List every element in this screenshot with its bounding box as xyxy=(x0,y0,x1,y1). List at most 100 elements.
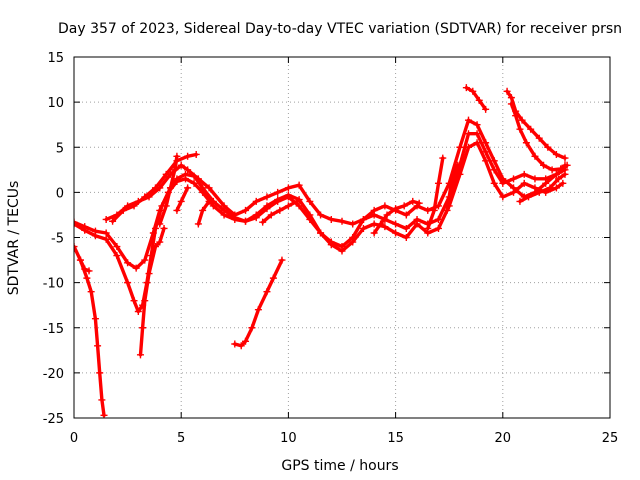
data-point xyxy=(464,130,472,138)
x-axis-label: GPS time / hours xyxy=(281,458,398,474)
y-axis-label: SDTVAR / TECUs xyxy=(6,181,22,296)
data-point xyxy=(81,223,89,231)
y-tick-label: -10 xyxy=(43,277,64,292)
data-point xyxy=(392,220,400,228)
data-point xyxy=(220,211,228,219)
data-point xyxy=(274,197,282,205)
data-point xyxy=(274,188,282,196)
markers-track-12 xyxy=(259,197,301,226)
data-point xyxy=(518,116,526,124)
data-point xyxy=(278,256,286,264)
data-point xyxy=(149,229,157,237)
data-point xyxy=(507,94,515,102)
data-point xyxy=(136,351,144,359)
data-point xyxy=(141,297,149,305)
data-point xyxy=(327,215,335,223)
markers-track-6 xyxy=(109,150,200,225)
data-point xyxy=(482,157,490,165)
data-point xyxy=(370,206,378,214)
data-point xyxy=(413,215,421,223)
data-point xyxy=(205,184,213,192)
y-tick-label: 5 xyxy=(56,141,64,156)
data-point xyxy=(415,199,423,207)
data-point xyxy=(512,112,520,120)
data-point xyxy=(151,184,159,192)
data-point xyxy=(544,143,552,151)
x-tick-label: 5 xyxy=(177,431,185,446)
data-point xyxy=(284,202,292,210)
data-point xyxy=(269,274,277,282)
markers-track-15 xyxy=(443,161,462,214)
data-point xyxy=(177,161,185,169)
data-point xyxy=(499,193,507,201)
data-point xyxy=(113,243,121,251)
data-point xyxy=(276,206,284,214)
data-point xyxy=(83,274,91,282)
markers-track-1 xyxy=(74,243,108,418)
data-point xyxy=(482,139,490,147)
data-point xyxy=(284,193,292,201)
data-point xyxy=(242,206,250,214)
data-point xyxy=(516,125,524,133)
data-point xyxy=(205,197,213,205)
data-point xyxy=(522,139,530,147)
data-point xyxy=(400,202,408,210)
data-point xyxy=(295,202,303,210)
data-point xyxy=(409,197,417,205)
y-tick-label: -20 xyxy=(43,367,64,382)
data-point xyxy=(434,179,442,187)
data-point xyxy=(102,235,110,243)
data-point xyxy=(91,227,99,235)
data-point xyxy=(134,308,142,316)
data-point xyxy=(132,264,140,272)
data-point xyxy=(527,125,535,133)
data-point xyxy=(561,170,569,178)
data-point xyxy=(561,154,569,162)
y-tick-label: 15 xyxy=(47,51,64,66)
data-point xyxy=(145,270,153,278)
data-point xyxy=(94,342,102,350)
data-point xyxy=(173,206,181,214)
data-point xyxy=(377,220,385,228)
data-point xyxy=(434,224,442,232)
data-point xyxy=(520,170,528,178)
x-tick-label: 0 xyxy=(70,431,78,446)
data-point xyxy=(151,243,159,251)
series-track-19 xyxy=(518,172,567,204)
data-point xyxy=(139,324,147,332)
data-point xyxy=(370,229,378,237)
series-track-17 xyxy=(505,89,567,160)
data-point xyxy=(177,197,185,205)
x-tick-label: 25 xyxy=(602,431,619,446)
data-point xyxy=(199,188,207,196)
data-point xyxy=(542,179,550,187)
data-point xyxy=(443,206,451,214)
data-point xyxy=(540,161,548,169)
data-point xyxy=(199,206,207,214)
series-track-9 xyxy=(175,186,190,213)
data-point xyxy=(381,223,389,231)
data-point xyxy=(349,220,357,228)
markers-track-5 xyxy=(102,116,571,228)
data-point xyxy=(237,342,245,350)
data-point xyxy=(555,175,563,183)
data-point xyxy=(402,234,410,241)
data-point xyxy=(184,152,192,160)
data-point xyxy=(535,134,543,142)
y-tick-label: -25 xyxy=(43,412,64,427)
data-point xyxy=(181,175,189,183)
data-point xyxy=(85,267,93,275)
data-point xyxy=(171,166,179,174)
markers-track-10 xyxy=(194,197,213,228)
data-point xyxy=(162,170,170,178)
data-point xyxy=(156,220,164,228)
data-point xyxy=(124,259,132,267)
data-point xyxy=(242,217,250,225)
data-point xyxy=(194,175,202,183)
x-tick-label: 15 xyxy=(387,431,404,446)
data-point xyxy=(248,324,256,332)
markers-track-2 xyxy=(76,256,93,275)
data-point xyxy=(381,202,389,210)
markers-track-4 xyxy=(74,130,569,272)
data-point xyxy=(520,179,528,187)
